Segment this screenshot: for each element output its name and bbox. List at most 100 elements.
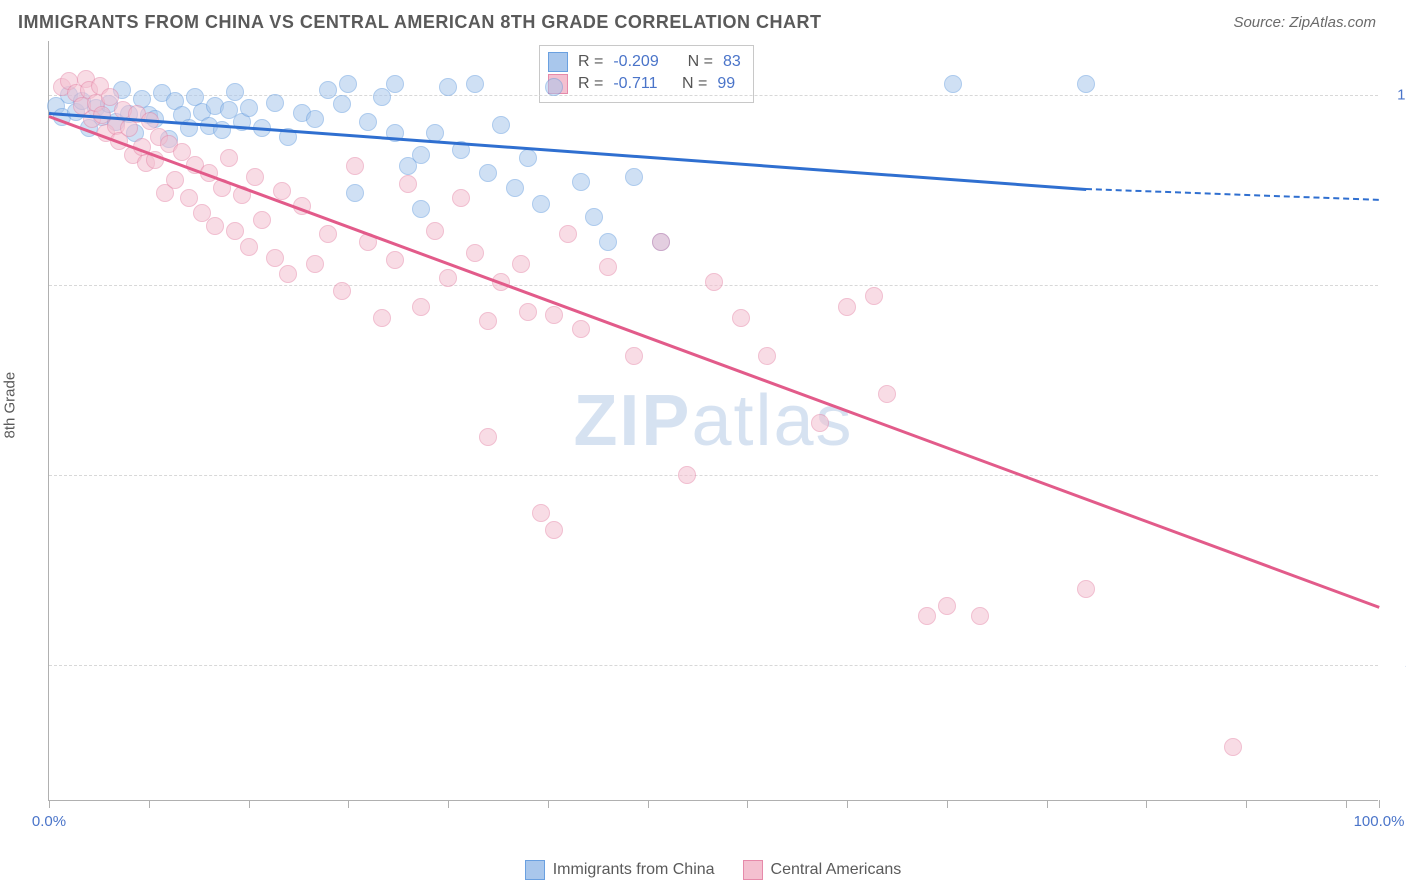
scatter-point-china: [319, 81, 337, 99]
scatter-point-central: [240, 238, 258, 256]
scatter-point-china: [339, 75, 357, 93]
scatter-point-china: [386, 75, 404, 93]
stats-row-central: R = -0.711 N = 99: [548, 74, 741, 94]
n-value-central: 99: [717, 75, 735, 93]
scatter-point-china: [240, 99, 258, 117]
y-tick-label: 100.0%: [1388, 87, 1406, 104]
scatter-point-china: [479, 164, 497, 182]
y-tick-label: 47.5%: [1388, 657, 1406, 674]
scatter-point-china: [266, 94, 284, 112]
x-tick: [149, 800, 150, 808]
scatter-point-central: [971, 607, 989, 625]
r-value-china: -0.209: [613, 53, 658, 71]
scatter-point-china: [466, 75, 484, 93]
scatter-point-central: [732, 309, 750, 327]
scatter-point-central: [279, 265, 297, 283]
scatter-point-central: [479, 312, 497, 330]
stats-row-china: R = -0.209 N = 83: [548, 52, 741, 72]
scatter-point-china: [359, 113, 377, 131]
scatter-point-central: [918, 607, 936, 625]
scatter-point-central: [705, 273, 723, 291]
chart-source: Source: ZipAtlas.com: [1233, 14, 1376, 31]
scatter-point-china: [412, 146, 430, 164]
scatter-point-central: [386, 251, 404, 269]
scatter-point-central: [652, 233, 670, 251]
scatter-point-central: [865, 287, 883, 305]
scatter-point-china: [346, 184, 364, 202]
scatter-point-central: [532, 504, 550, 522]
scatter-point-central: [811, 414, 829, 432]
scatter-point-china: [333, 95, 351, 113]
scatter-point-central: [439, 269, 457, 287]
scatter-point-central: [559, 225, 577, 243]
scatter-point-central: [572, 320, 590, 338]
y-tick-label: 82.5%: [1388, 277, 1406, 294]
scatter-point-central: [319, 225, 337, 243]
x-tick: [648, 800, 649, 808]
scatter-point-china: [373, 88, 391, 106]
scatter-point-central: [273, 182, 291, 200]
scatter-point-central: [512, 255, 530, 273]
x-tick: [947, 800, 948, 808]
scatter-point-china: [532, 195, 550, 213]
scatter-point-china: [492, 116, 510, 134]
scatter-point-central: [226, 222, 244, 240]
scatter-point-central: [373, 309, 391, 327]
scatter-point-china: [545, 78, 563, 96]
scatter-point-central: [678, 466, 696, 484]
scatter-point-china: [599, 233, 617, 251]
legend-swatch-china: [525, 860, 545, 880]
swatch-china: [548, 52, 568, 72]
scatter-point-central: [266, 249, 284, 267]
legend-label-china: Immigrants from China: [553, 861, 715, 879]
scatter-point-central: [333, 282, 351, 300]
scatter-point-china: [226, 83, 244, 101]
scatter-point-china: [625, 168, 643, 186]
legend-label-central: Central Americans: [771, 861, 902, 879]
x-tick: [249, 800, 250, 808]
scatter-point-central: [399, 175, 417, 193]
legend-swatch-central: [743, 860, 763, 880]
scatter-point-central: [545, 521, 563, 539]
scatter-point-central: [246, 168, 264, 186]
x-tick: [1047, 800, 1048, 808]
x-tick: [847, 800, 848, 808]
x-tick: [448, 800, 449, 808]
gridline: [49, 475, 1378, 476]
x-tick: [1146, 800, 1147, 808]
legend-item-china: Immigrants from China: [525, 860, 715, 880]
x-tick: [1379, 800, 1380, 808]
scatter-point-central: [180, 189, 198, 207]
y-tick-label: 65.0%: [1388, 467, 1406, 484]
scatter-point-china: [506, 179, 524, 197]
x-tick-label: 0.0%: [32, 813, 66, 830]
x-tick-label: 100.0%: [1354, 813, 1405, 830]
scatter-point-china: [306, 110, 324, 128]
scatter-point-central: [466, 244, 484, 262]
legend-item-central: Central Americans: [743, 860, 902, 880]
scatter-point-china: [519, 149, 537, 167]
scatter-point-central: [220, 149, 238, 167]
scatter-point-central: [1224, 738, 1242, 756]
x-tick: [1346, 800, 1347, 808]
scatter-point-china: [1077, 75, 1095, 93]
scatter-point-central: [625, 347, 643, 365]
scatter-point-central: [758, 347, 776, 365]
scatter-point-central: [545, 306, 563, 324]
trend-line: [49, 115, 1380, 608]
gridline: [49, 665, 1378, 666]
r-value-central: -0.711: [613, 75, 657, 93]
scatter-point-china: [585, 208, 603, 226]
scatter-point-central: [519, 303, 537, 321]
scatter-point-china: [944, 75, 962, 93]
x-tick: [747, 800, 748, 808]
bottom-legend: Immigrants from China Central Americans: [48, 860, 1378, 880]
scatter-point-central: [479, 428, 497, 446]
scatter-point-central: [838, 298, 856, 316]
y-axis-label: 8th Grade: [2, 372, 19, 439]
scatter-point-central: [599, 258, 617, 276]
scatter-point-central: [166, 171, 184, 189]
scatter-point-china: [412, 200, 430, 218]
x-tick: [1246, 800, 1247, 808]
scatter-point-central: [346, 157, 364, 175]
